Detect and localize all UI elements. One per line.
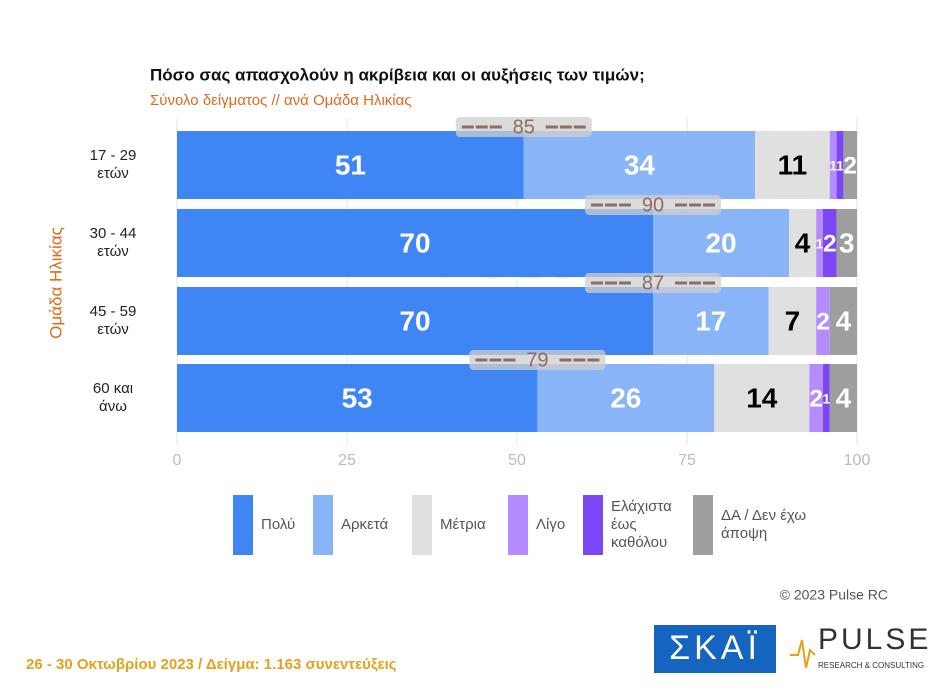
data-label: 2 <box>816 308 830 335</box>
bar-segment <box>836 209 857 277</box>
legend-swatch <box>583 495 603 555</box>
total-label: 90 <box>642 194 664 216</box>
data-label: 2 <box>809 385 823 412</box>
legend-label: Λίγο <box>536 516 566 533</box>
bar-segment <box>829 131 837 199</box>
bar-segment <box>829 364 857 432</box>
bar-segment <box>816 287 830 355</box>
bar-segment <box>755 131 830 199</box>
bar-segment <box>823 364 830 432</box>
bar-segment <box>829 287 857 355</box>
legend-label: Πολύ <box>261 516 296 533</box>
legend-label: Ελάχιστα έως καθόλου <box>611 498 672 551</box>
bar-segment <box>177 131 524 199</box>
chart-title: Πόσο σας απασχολούν η ακρίβεια και οι αυ… <box>150 65 645 84</box>
copyright: © 2023 Pulse RC <box>780 587 888 603</box>
data-label: 4 <box>836 382 852 413</box>
total-box <box>455 117 592 137</box>
data-label: 2 <box>843 152 857 179</box>
bar-segment <box>523 131 755 199</box>
bar-segment <box>843 131 857 199</box>
logo-box <box>654 625 776 673</box>
y-axis-title: Ομάδα Ηλικίας <box>46 227 65 339</box>
logo-skai: ΣΚΑΪ <box>669 629 761 667</box>
logo-pulse: PULSE <box>818 623 931 656</box>
y-tick-label: 17 - 29 ετών <box>89 147 137 182</box>
data-label: 20 <box>705 227 736 258</box>
legend-swatch <box>412 495 432 555</box>
x-tick-label: 75 <box>678 452 696 469</box>
x-tick-label: 25 <box>338 452 356 469</box>
total-label: 87 <box>642 272 664 294</box>
total-box <box>585 195 721 215</box>
data-label: 2 <box>823 230 837 257</box>
bar-segment <box>768 287 817 355</box>
data-label: 7 <box>785 305 801 336</box>
footer: 26 - 30 Οκτωβρίου 2023 / Δείγμα: 1.163 σ… <box>26 656 397 673</box>
logo-pulse-sub: RESEARCH & CONSULTING <box>818 661 924 670</box>
x-tick-label: 0 <box>173 452 182 469</box>
data-label: 34 <box>624 149 656 180</box>
data-label: 1 <box>836 158 844 174</box>
chart-subtitle: Σύνολο δείγματος // ανά Ομάδα Ηλικίας <box>150 92 412 109</box>
data-label: 14 <box>746 382 778 413</box>
data-label: 1 <box>829 158 837 174</box>
bar-segment <box>177 364 538 432</box>
legend-swatch <box>693 495 713 555</box>
x-tick-label: 50 <box>508 452 526 469</box>
total-box <box>585 273 721 293</box>
logo-pulse-icon <box>790 639 816 669</box>
bar-segment <box>714 364 810 432</box>
data-label: 3 <box>839 227 855 258</box>
y-tick-label: 60 και άνω <box>92 380 134 415</box>
legend-swatch <box>233 495 253 555</box>
bar-segment <box>816 209 823 277</box>
data-label: 11 <box>778 149 808 180</box>
bar-segment <box>177 287 653 355</box>
data-label: 53 <box>342 382 373 413</box>
y-tick-label: 45 - 59 ετών <box>89 303 137 338</box>
legend-label: ΔΑ / Δεν έχω άποψη <box>721 507 807 542</box>
data-label: 70 <box>399 305 430 336</box>
data-label: 1 <box>823 391 831 407</box>
legend-label: Αρκετά <box>341 516 389 533</box>
data-label: 4 <box>795 227 811 258</box>
x-tick-label: 100 <box>844 452 871 469</box>
bar-segment <box>653 287 769 355</box>
bar-segment <box>809 364 823 432</box>
bar-segment <box>177 209 653 277</box>
total-box <box>469 350 606 370</box>
data-label: 1 <box>816 236 824 252</box>
bar-segment <box>789 209 817 277</box>
data-label: 26 <box>610 382 641 413</box>
data-label: 17 <box>695 305 726 336</box>
total-label: 85 <box>513 116 535 138</box>
legend-swatch <box>508 495 528 555</box>
legend-label: Μέτρια <box>440 516 486 533</box>
bar-segment <box>653 209 789 277</box>
total-label: 79 <box>526 349 548 371</box>
data-label: 51 <box>335 149 366 180</box>
legend-swatch <box>313 495 333 555</box>
bar-segment <box>836 131 844 199</box>
data-label: 4 <box>836 305 852 336</box>
bar-segment <box>537 364 715 432</box>
bar-segment <box>823 209 837 277</box>
y-tick-label: 30 - 44 ετών <box>89 225 137 260</box>
data-label: 70 <box>399 227 430 258</box>
